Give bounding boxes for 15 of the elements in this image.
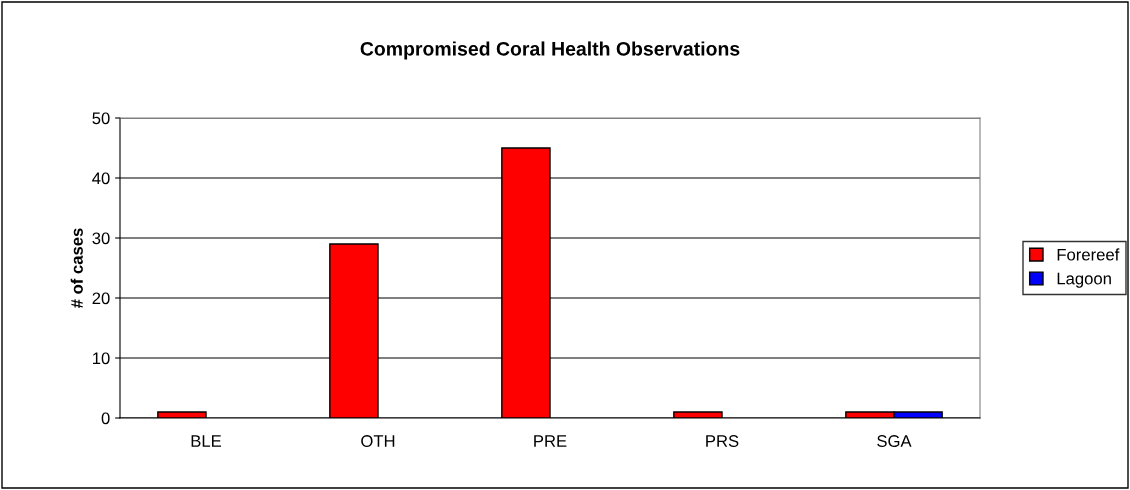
- y-tick-label: 0: [101, 412, 110, 425]
- chart-title: Compromised Coral Health Observations: [360, 41, 740, 60]
- y-tick-label: 40: [92, 172, 110, 185]
- y-tick-label: 20: [92, 292, 110, 305]
- legend-label: Lagoon: [1057, 272, 1111, 288]
- x-tick-label: SGA: [877, 435, 912, 447]
- legend-label: Forereef: [1057, 248, 1120, 261]
- x-tick-label: OTH: [361, 435, 395, 447]
- y-tick-label: 50: [92, 112, 110, 125]
- x-tick-label: BLE: [191, 435, 222, 447]
- y-tick-label: 30: [92, 232, 110, 245]
- y-tick-label: 10: [93, 352, 110, 365]
- x-tick-label: PRE: [534, 435, 567, 447]
- y-axis-title: # of cases: [70, 228, 83, 309]
- x-tick-label: PRS: [706, 435, 739, 447]
